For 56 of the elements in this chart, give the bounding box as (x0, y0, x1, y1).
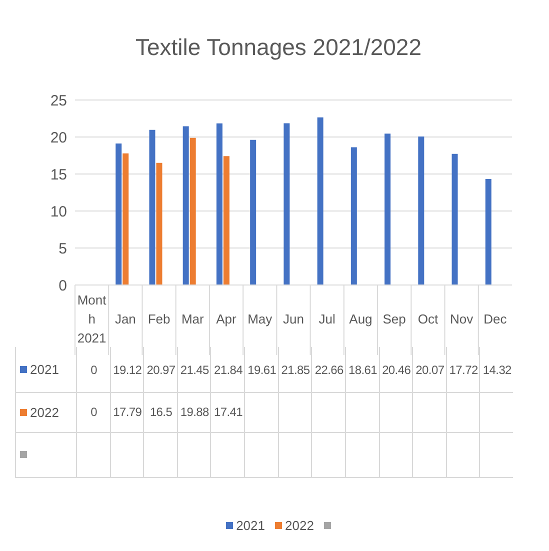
bar (223, 156, 230, 285)
data-label: 21.45 (176, 347, 212, 392)
bar (284, 123, 290, 285)
x-tick-label: May (248, 311, 273, 326)
bar (216, 123, 222, 285)
x-tick-label: Feb (148, 311, 170, 326)
y-tick-label: 15 (50, 166, 67, 184)
bar (485, 179, 492, 285)
bar (149, 130, 156, 285)
data-label: 17.41 (210, 392, 246, 432)
bar (452, 154, 458, 285)
x-tick-label: Mar (181, 311, 205, 326)
x-tick-label: Oct (418, 311, 438, 326)
data-label: 20.07 (412, 347, 447, 392)
legend-label: 2021 (30, 362, 59, 377)
chart-title: Textile Tonnages 2021/2022 (134, 34, 423, 61)
y-tick-label: 20 (50, 129, 67, 146)
bar (122, 153, 129, 285)
x-tick-label: Jul (318, 311, 336, 326)
x-tick-label: Month 2021 (77, 292, 107, 346)
bar (317, 117, 324, 285)
bar (116, 144, 122, 285)
bar (156, 162, 162, 285)
y-tick-label: 5 (58, 240, 67, 258)
y-tick-label: 0 (58, 277, 67, 294)
bar (350, 147, 357, 285)
bar (418, 136, 424, 285)
bar (250, 140, 256, 285)
data-label: 19.12 (110, 347, 144, 392)
data-label: 22.66 (311, 347, 346, 392)
text: 2021 (236, 518, 265, 533)
bar (384, 134, 391, 285)
data-label: 17.72 (446, 347, 480, 392)
x-tick-label: Aug (349, 311, 372, 326)
data-label: 20.46 (378, 347, 414, 392)
x-tick-label: Jun (283, 311, 304, 326)
x-tick-label: Jan (114, 311, 136, 326)
data-label: 16.5 (143, 392, 178, 432)
x-tick-label: Dec (484, 311, 508, 326)
x-tick-label: Nov (450, 311, 474, 326)
data-label: 18.61 (344, 347, 380, 392)
y-tick-label: 10 (50, 203, 67, 220)
text: 2022 (285, 518, 314, 533)
x-tick-label: Apr (216, 311, 238, 326)
data-label: 19.88 (176, 392, 212, 432)
y-tick-label: 25 (50, 92, 67, 110)
data-label: 21.85 (278, 347, 312, 392)
bar (182, 126, 189, 285)
data-label: 14.32 (479, 347, 514, 392)
data-label: 17.79 (110, 392, 144, 432)
legend-label: 2022 (30, 404, 59, 420)
data-label: 20.97 (143, 347, 178, 392)
x-tick-label: Sep (382, 311, 406, 326)
bar (190, 138, 196, 285)
data-label: 21.84 (210, 347, 246, 392)
data-label: 19.61 (244, 347, 279, 392)
